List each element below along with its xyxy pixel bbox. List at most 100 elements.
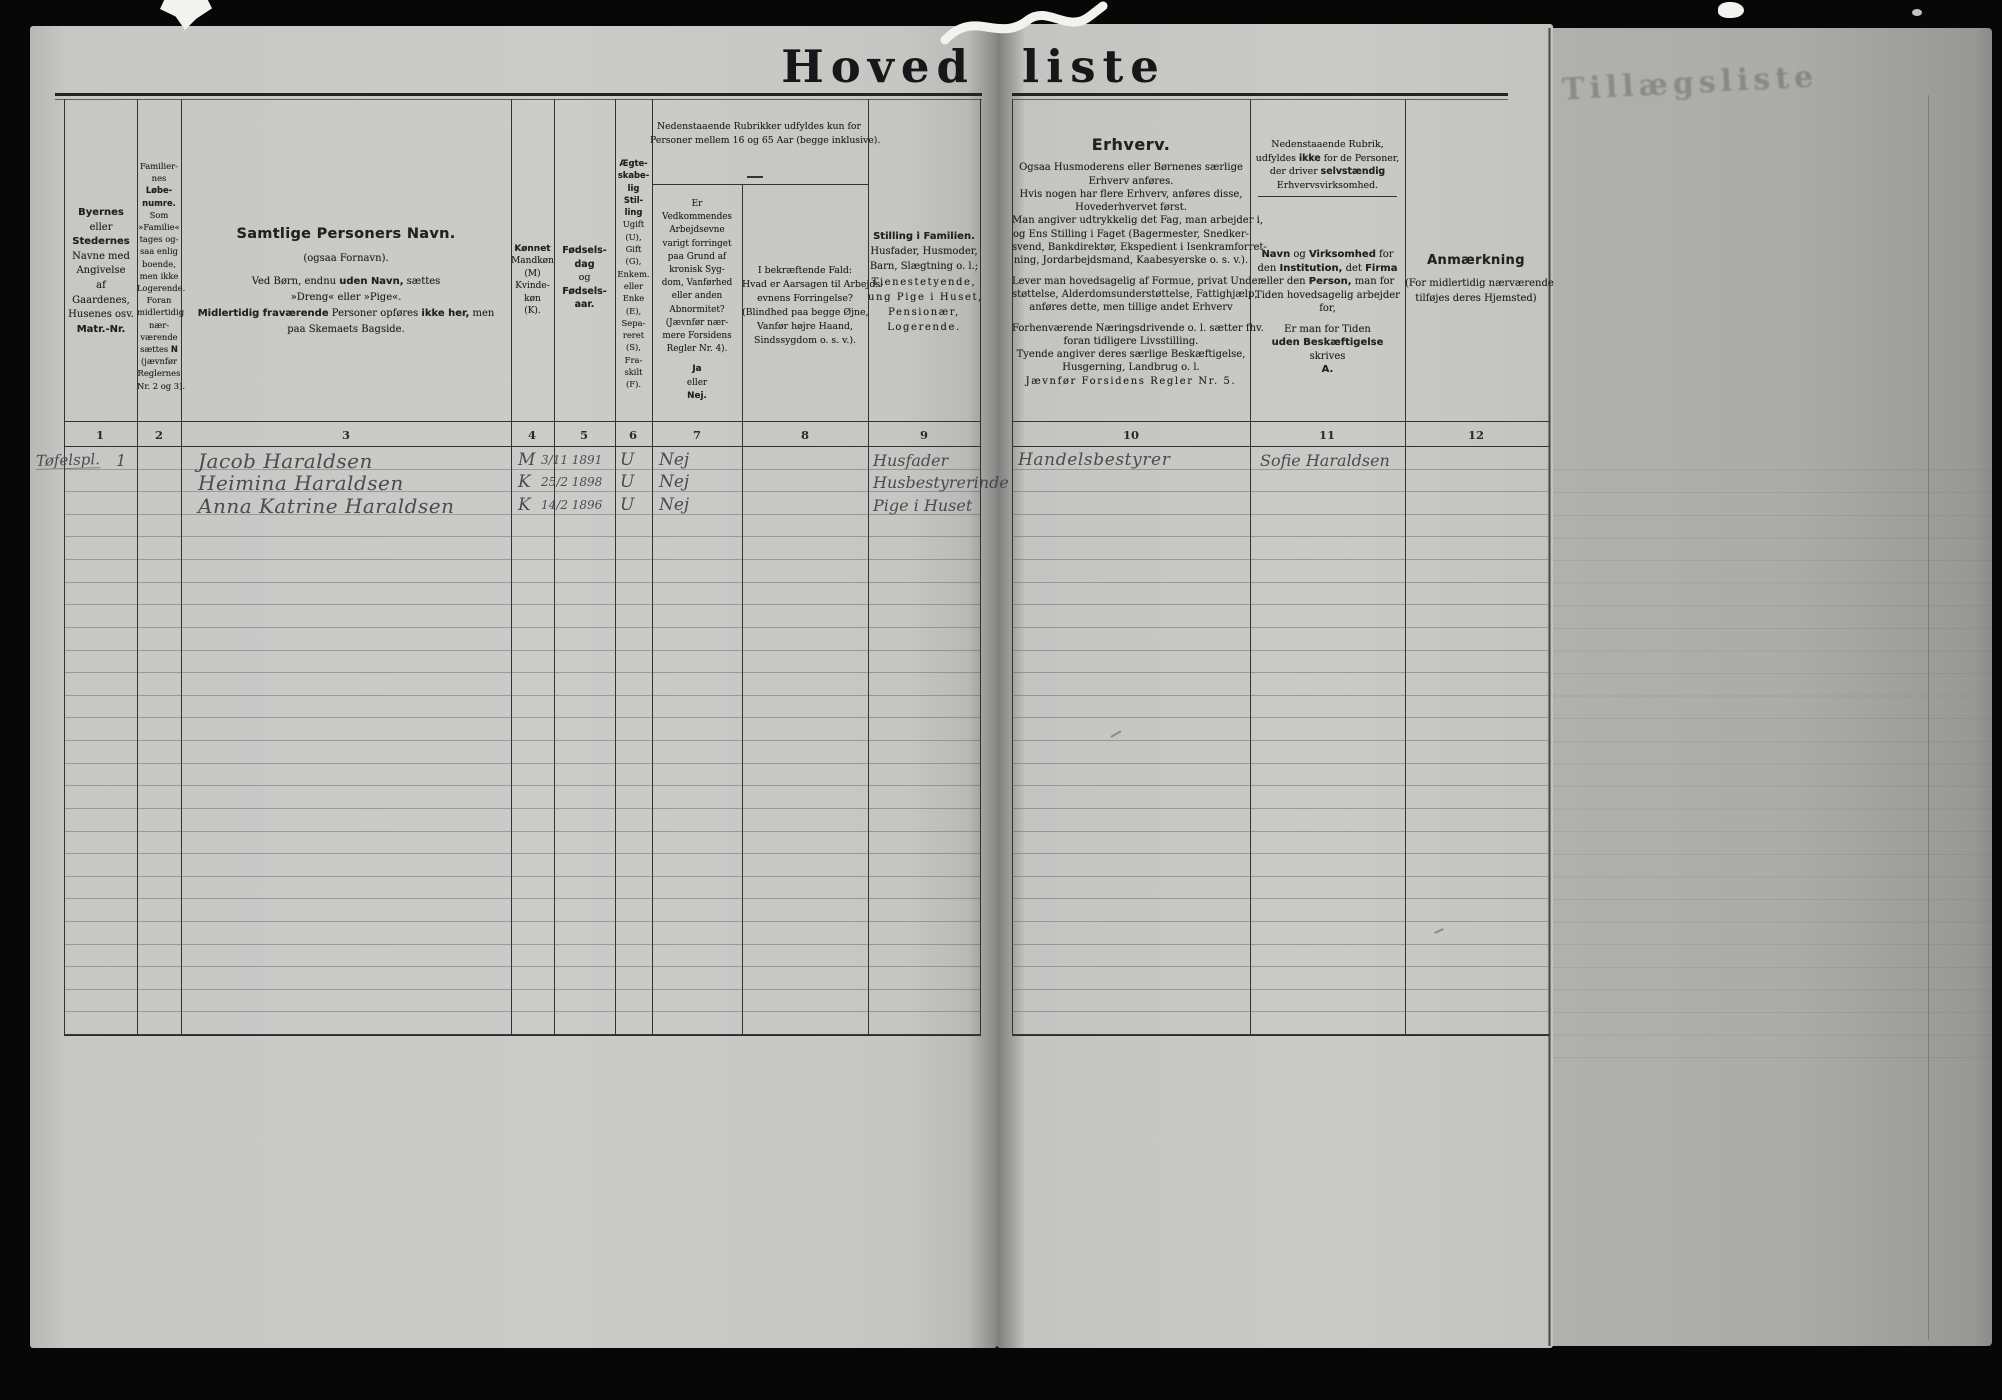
row-line bbox=[1012, 853, 1548, 855]
table-row bbox=[0, 651, 2002, 674]
row-line bbox=[1012, 513, 1548, 515]
table-row: Anna Katrine Haraldsen K 14/2 1896 U Nej Pige… bbox=[0, 492, 2002, 518]
row-line bbox=[1012, 988, 1548, 990]
row-line bbox=[64, 468, 980, 470]
column-number: 2 bbox=[154, 428, 163, 442]
top-rule-thin bbox=[1012, 99, 1508, 100]
handwritten-marital: U bbox=[620, 472, 635, 493]
row-line bbox=[64, 740, 980, 742]
span-note-dash bbox=[747, 176, 763, 178]
number-row-line bbox=[1012, 446, 1549, 448]
handwritten-position: Pige i Huset bbox=[873, 495, 973, 515]
row-line bbox=[1012, 468, 1548, 470]
header-col9-family-position: Stilling i Familien. Husfader, Husmoder, B… bbox=[868, 231, 983, 334]
row-line bbox=[64, 875, 980, 877]
row-line bbox=[1012, 830, 1548, 832]
row-line bbox=[1012, 581, 1548, 583]
table-row bbox=[0, 605, 2002, 628]
table-row bbox=[0, 786, 2002, 809]
header-col11-employer: Navn og Virksomhed for den Institution, d… bbox=[1255, 249, 1400, 375]
handwritten-family-no: 1 bbox=[116, 450, 127, 470]
row-line bbox=[64, 717, 980, 719]
row-line bbox=[64, 491, 980, 493]
row-line bbox=[1012, 875, 1548, 877]
table-row bbox=[0, 560, 2002, 583]
row-line bbox=[64, 672, 980, 674]
page-title-left: Hoved bbox=[781, 40, 975, 93]
header-col1-place: Byernes eller Stedernes Navne med Angivelse a… bbox=[68, 207, 134, 335]
table-row bbox=[0, 628, 2002, 651]
row-line bbox=[64, 513, 980, 515]
table-row bbox=[0, 854, 2002, 877]
column-number: 6 bbox=[628, 428, 637, 442]
table-row bbox=[0, 945, 2002, 968]
row-line bbox=[64, 1034, 980, 1036]
table-row bbox=[0, 990, 2002, 1013]
row-line bbox=[1012, 604, 1548, 606]
header-col2-family-number: Familier-nes Løbe-numre. Som »Familie« tages… bbox=[137, 161, 186, 391]
column-line bbox=[554, 99, 556, 1035]
table-row bbox=[0, 696, 2002, 719]
table-row bbox=[0, 537, 2002, 561]
row-line bbox=[1012, 491, 1548, 493]
header-col6-marital-status: Ægte-skabe-lig Stil-ling Ugift (U), Gift (G),… bbox=[617, 158, 650, 390]
row-line bbox=[1012, 536, 1548, 538]
row-line bbox=[1012, 717, 1548, 719]
top-rule bbox=[55, 93, 982, 96]
header-col10-occupation: Erhverv. Ogsaa Husmoderens eller Børnenes… bbox=[1012, 135, 1267, 387]
table-row: Heimina Haraldsen K 25/2 1898 U Nej Husbestyr… bbox=[0, 470, 2002, 493]
torn-paper-artifact bbox=[1718, 2, 1744, 18]
header-col3-names: Samtlige Personers Navn. (ogsaa Fornavn).… bbox=[197, 226, 495, 335]
column-number: 5 bbox=[579, 428, 588, 442]
column-line bbox=[615, 99, 617, 1035]
row-line bbox=[64, 649, 980, 651]
column-number: 3 bbox=[341, 428, 350, 442]
right-page bbox=[997, 24, 1553, 1348]
table-row bbox=[0, 583, 2002, 606]
row-line bbox=[1012, 921, 1548, 922]
torn-paper-squiggle bbox=[940, 1, 1108, 45]
handwritten-ability: Nej bbox=[659, 449, 690, 470]
row-line bbox=[64, 604, 980, 606]
table-row bbox=[0, 922, 2002, 945]
handwritten-sex: K bbox=[518, 472, 531, 493]
column-line bbox=[511, 99, 513, 1035]
row-line bbox=[1012, 762, 1548, 764]
header-col12-remarks: Anmærkning (For midlertidig nærværende til… bbox=[1405, 253, 1554, 304]
table-row bbox=[0, 1013, 2002, 1036]
column-number: 7 bbox=[692, 428, 701, 442]
row-line bbox=[64, 581, 980, 583]
row-line bbox=[1012, 626, 1548, 628]
row-line bbox=[64, 536, 980, 538]
handwritten-birth: 25/2 1898 bbox=[541, 475, 603, 490]
table-row bbox=[0, 877, 2002, 900]
header-col7-work-ability: Er Vedkommendes Arbejdsevne varigt forringe… bbox=[661, 199, 733, 401]
row-line bbox=[1012, 966, 1548, 968]
row-line bbox=[1012, 740, 1548, 742]
column-line bbox=[64, 99, 66, 1035]
row-line bbox=[64, 559, 980, 561]
handwritten-marital: U bbox=[620, 449, 635, 470]
row-line bbox=[1012, 1034, 1548, 1036]
handwritten-birth: 3/11 1891 bbox=[541, 452, 603, 467]
column-number: 10 bbox=[1122, 428, 1139, 442]
header-bottom-line bbox=[64, 421, 981, 423]
handwritten-ability: Nej bbox=[659, 472, 690, 493]
row-line bbox=[1012, 672, 1548, 674]
row-line bbox=[1012, 694, 1548, 696]
table-row bbox=[0, 515, 2002, 538]
column-line bbox=[742, 185, 744, 1035]
handwritten-name: Anna Katrine Haraldsen bbox=[198, 493, 455, 518]
column-line bbox=[1250, 99, 1252, 1035]
row-line bbox=[64, 626, 980, 628]
column-number: 8 bbox=[800, 428, 809, 442]
header-col8-cause: I bekræftende Fald: Hvad er Aarsagen til … bbox=[742, 265, 884, 346]
row-line bbox=[64, 988, 980, 990]
row-line bbox=[1012, 898, 1548, 900]
row-line bbox=[1012, 785, 1548, 787]
page-fold-line bbox=[1548, 28, 1551, 1346]
header-col5-birthdate: Fødsels-dag og Fødsels-aar. bbox=[562, 245, 607, 310]
page-title-right: liste bbox=[1022, 40, 1166, 93]
column-line bbox=[868, 99, 870, 1035]
